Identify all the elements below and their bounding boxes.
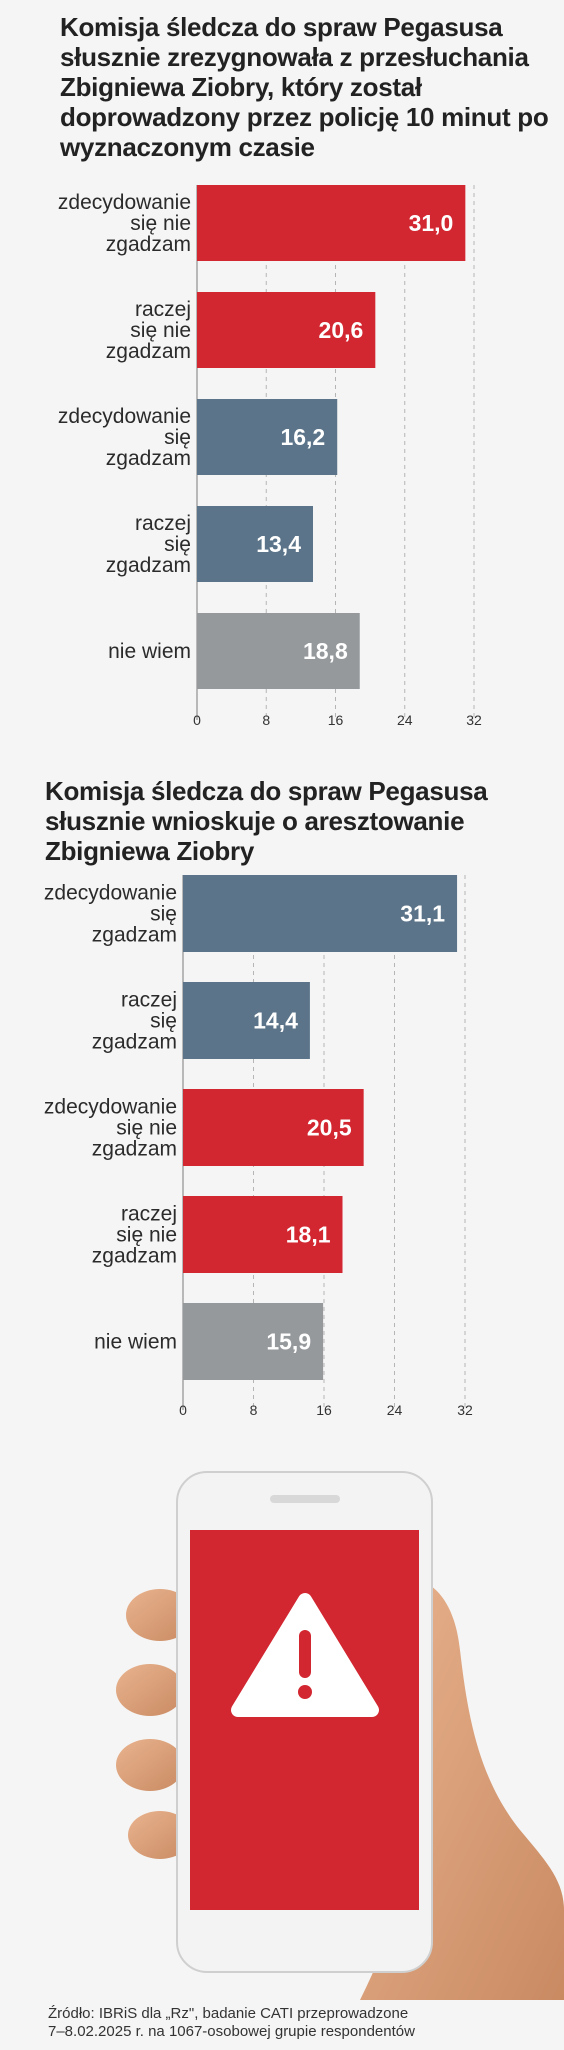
- bar-value-label: 16,2: [280, 424, 325, 450]
- category-label: nie wiem: [94, 1331, 177, 1354]
- x-tick-label: 32: [457, 1402, 473, 1418]
- category-label: się: [164, 426, 191, 449]
- bar: [197, 399, 338, 475]
- bar-value-label: 20,5: [307, 1115, 352, 1141]
- bar: [183, 1303, 324, 1380]
- bar: [183, 1196, 343, 1273]
- category-label: raczej: [135, 298, 191, 321]
- category-label: raczej: [121, 1203, 177, 1226]
- bar-value-label: 13,4: [256, 531, 301, 557]
- chart-1-title: Komisja śledcza do spraw Pegasusa słuszn…: [60, 12, 549, 162]
- category-label: się nie: [130, 212, 191, 235]
- x-tick-label: 0: [179, 1402, 187, 1418]
- bar-value-label: 31,1: [400, 901, 445, 927]
- chart-2: 0 8 16 24 3231,1zdecydowaniesięzgadzam14,4ra…: [44, 875, 473, 1418]
- category-label: zdecydowanie: [58, 405, 191, 428]
- bar: [183, 982, 310, 1059]
- bar-value-label: 14,4: [253, 1008, 298, 1034]
- category-label: się nie: [116, 1117, 177, 1140]
- bar-value-label: 18,1: [286, 1222, 331, 1248]
- category-label: nie wiem: [108, 640, 191, 663]
- x-tick-label: 24: [387, 1402, 403, 1418]
- bar-value-label: 31,0: [409, 210, 454, 236]
- x-tick-label: 32: [466, 712, 482, 728]
- bar-value-label: 20,6: [319, 317, 364, 343]
- category-label: raczej: [135, 512, 191, 535]
- category-label: raczej: [121, 989, 177, 1012]
- category-label: się: [150, 903, 177, 926]
- bar: [197, 185, 466, 261]
- source-line-2: 7–8.02.2025 r. na 1067-osobowej grupie r…: [48, 2023, 415, 2040]
- x-tick-label: 16: [328, 712, 344, 728]
- category-label: się: [150, 1010, 177, 1033]
- warning-icon: [231, 1593, 379, 1717]
- category-label: się nie: [130, 319, 191, 342]
- category-label: zgadzam: [106, 233, 191, 256]
- category-label: zgadzam: [106, 447, 191, 470]
- x-tick-label: 0: [193, 712, 201, 728]
- phone-screen: [190, 1530, 419, 1910]
- category-label: zgadzam: [92, 1031, 177, 1054]
- phone: [176, 1471, 433, 1973]
- bar: [197, 613, 360, 689]
- x-tick-label: 8: [262, 712, 270, 728]
- category-label: zgadzam: [92, 1138, 177, 1161]
- phone-warning-illustration: [116, 1471, 564, 2000]
- bar-value-label: 15,9: [266, 1329, 311, 1355]
- category-label: zgadzam: [92, 924, 177, 947]
- category-label: zdecydowanie: [44, 1096, 177, 1119]
- category-label: się nie: [116, 1224, 177, 1247]
- x-tick-label: 8: [250, 1402, 258, 1418]
- bar: [197, 292, 376, 368]
- bar: [197, 506, 313, 582]
- category-label: zgadzam: [92, 1245, 177, 1268]
- category-label: zgadzam: [106, 554, 191, 577]
- category-label: zdecydowanie: [58, 191, 191, 214]
- x-tick-label: 24: [397, 712, 413, 728]
- bar: [183, 875, 458, 952]
- category-label: się: [164, 533, 191, 556]
- bar-value-label: 18,8: [303, 638, 348, 664]
- source-line-1: Źródło: IBRiS dla „Rz", badanie CATI prz…: [48, 2005, 409, 2022]
- category-label: zgadzam: [106, 340, 191, 363]
- x-tick-label: 16: [316, 1402, 332, 1418]
- bar: [183, 1089, 364, 1166]
- source-note: Źródło: IBRiS dla „Rz", badanie CATI prz…: [48, 2005, 488, 2041]
- category-label: zdecydowanie: [44, 882, 177, 905]
- chart-2-title: Komisja śledcza do spraw Pegasusa słuszn…: [45, 776, 488, 866]
